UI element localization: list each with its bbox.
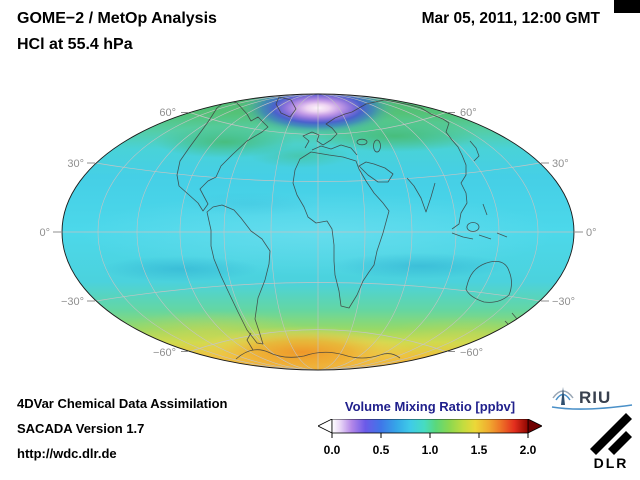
lat-label-right-60: 60° xyxy=(460,107,477,119)
colorbar-tick-labels: 0.0 0.5 1.0 1.5 2.0 xyxy=(324,443,537,457)
dlr-logo: DLR xyxy=(590,413,632,471)
caspian-sea xyxy=(373,139,381,153)
coast-japan xyxy=(469,140,480,162)
lat-label-left-0: 0° xyxy=(39,227,50,239)
north-green-patch xyxy=(250,144,350,168)
coast-europe xyxy=(302,111,353,149)
coast-new-guinea xyxy=(496,232,508,238)
field-streak xyxy=(330,253,510,279)
riu-logo: RIU xyxy=(551,387,633,410)
lat-label-right-m60: −60° xyxy=(460,347,483,359)
colorbar-tick-0.0: 0.0 xyxy=(324,443,341,457)
footer-line-url: http://wdc.dlr.de xyxy=(17,446,117,461)
colorbar-tick-1.5: 1.5 xyxy=(471,443,488,457)
footer-line-version: SACADA Version 1.7 xyxy=(17,421,145,436)
coast-antarctica xyxy=(235,349,401,360)
lat-label-left-m30: −30° xyxy=(61,296,84,308)
riu-tower-icon xyxy=(561,387,565,405)
latitude-labels: 60° 30° 0° −30° −60° 60° 30° 0° −30° −60… xyxy=(39,107,596,359)
colorbar-left-arrow xyxy=(318,419,333,434)
vmr-field xyxy=(62,94,574,370)
borneo xyxy=(466,222,480,232)
dlr-mark-icon xyxy=(590,413,632,455)
field-streak xyxy=(100,256,260,282)
coast-mediterranean xyxy=(311,144,358,156)
dlr-logo-text: DLR xyxy=(594,455,629,471)
colorbar-gradient xyxy=(331,419,529,434)
coast-greenland xyxy=(275,96,297,118)
coast-south-america xyxy=(206,204,271,345)
colorbar-tick-2.0: 2.0 xyxy=(520,443,537,457)
coast-africa xyxy=(292,151,390,309)
coast-australia xyxy=(465,261,512,303)
coast-antarctic-peninsula xyxy=(246,332,254,351)
field-streak xyxy=(180,192,320,216)
riu-logo-text: RIU xyxy=(579,388,611,407)
latitude-ticks xyxy=(53,112,583,352)
coast-north-america xyxy=(176,99,269,212)
coast-indonesia xyxy=(451,232,474,240)
colorbar-right-arrow xyxy=(527,419,542,434)
corner-marker xyxy=(614,0,640,13)
colorbar-title: Volume Mixing Ratio [ppbv] xyxy=(344,399,516,414)
coast-asia xyxy=(351,99,468,230)
lat-label-left-60: 60° xyxy=(159,107,176,119)
coast-philippines xyxy=(482,203,488,216)
riu-swoosh-icon xyxy=(551,404,633,410)
coast-india xyxy=(406,177,436,213)
footer-line-assimilation: 4DVar Chemical Data Assimilation xyxy=(17,396,228,411)
coastlines xyxy=(176,96,518,360)
coast-indonesia xyxy=(478,234,492,240)
colorbar-tick-marks xyxy=(331,433,529,438)
plot-title: GOME−2 / MetOp Analysis xyxy=(17,10,217,27)
colorbar-tick-0.5: 0.5 xyxy=(373,443,390,457)
colorbar-tick-1.0: 1.0 xyxy=(422,443,439,457)
lat-label-right-m30: −30° xyxy=(552,296,575,308)
plot-subtitle: HCl at 55.4 hPa xyxy=(17,36,133,53)
lat-label-left-m60: −60° xyxy=(153,347,176,359)
lat-label-right-0: 0° xyxy=(586,227,597,239)
lat-label-left-30: 30° xyxy=(67,158,84,170)
graticule xyxy=(62,94,574,370)
coast-arabia xyxy=(358,161,394,183)
colorbar: 0.0 0.5 1.0 1.5 2.0 xyxy=(318,419,542,457)
plot-datetime: Mar 05, 2011, 12:00 GMT xyxy=(421,10,600,27)
dlr-mark-icon xyxy=(608,431,632,455)
lat-label-right-30: 30° xyxy=(552,158,569,170)
black-sea xyxy=(356,138,368,146)
world-map: 60° 30° 0° −30° −60° 60° 30° 0° −30° −60… xyxy=(39,93,597,371)
map-outline xyxy=(61,93,575,371)
